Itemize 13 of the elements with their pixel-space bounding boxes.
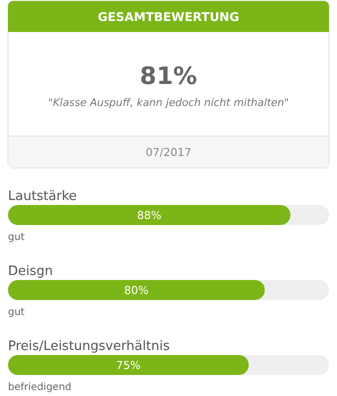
annotation: gut	[8, 232, 25, 243]
text: 81%	[140, 62, 198, 90]
data-label: 75%	[116, 359, 141, 372]
annotation: 07/2017	[146, 146, 192, 159]
text: "Klasse Auspuff, kann jedoch nicht mithalten"	[48, 97, 289, 109]
data-label: 80%	[124, 284, 149, 297]
data-label: 88%	[137, 209, 162, 222]
annotation: gut	[8, 307, 25, 318]
annotation: befriedigend	[8, 382, 72, 393]
category-label: Deisgn	[8, 264, 53, 279]
category-label: Preis/Leistungsverhältnis	[8, 339, 170, 354]
text: GESAMTBEWERTUNG	[98, 10, 240, 24]
category-label: Lautstärke	[8, 189, 77, 204]
